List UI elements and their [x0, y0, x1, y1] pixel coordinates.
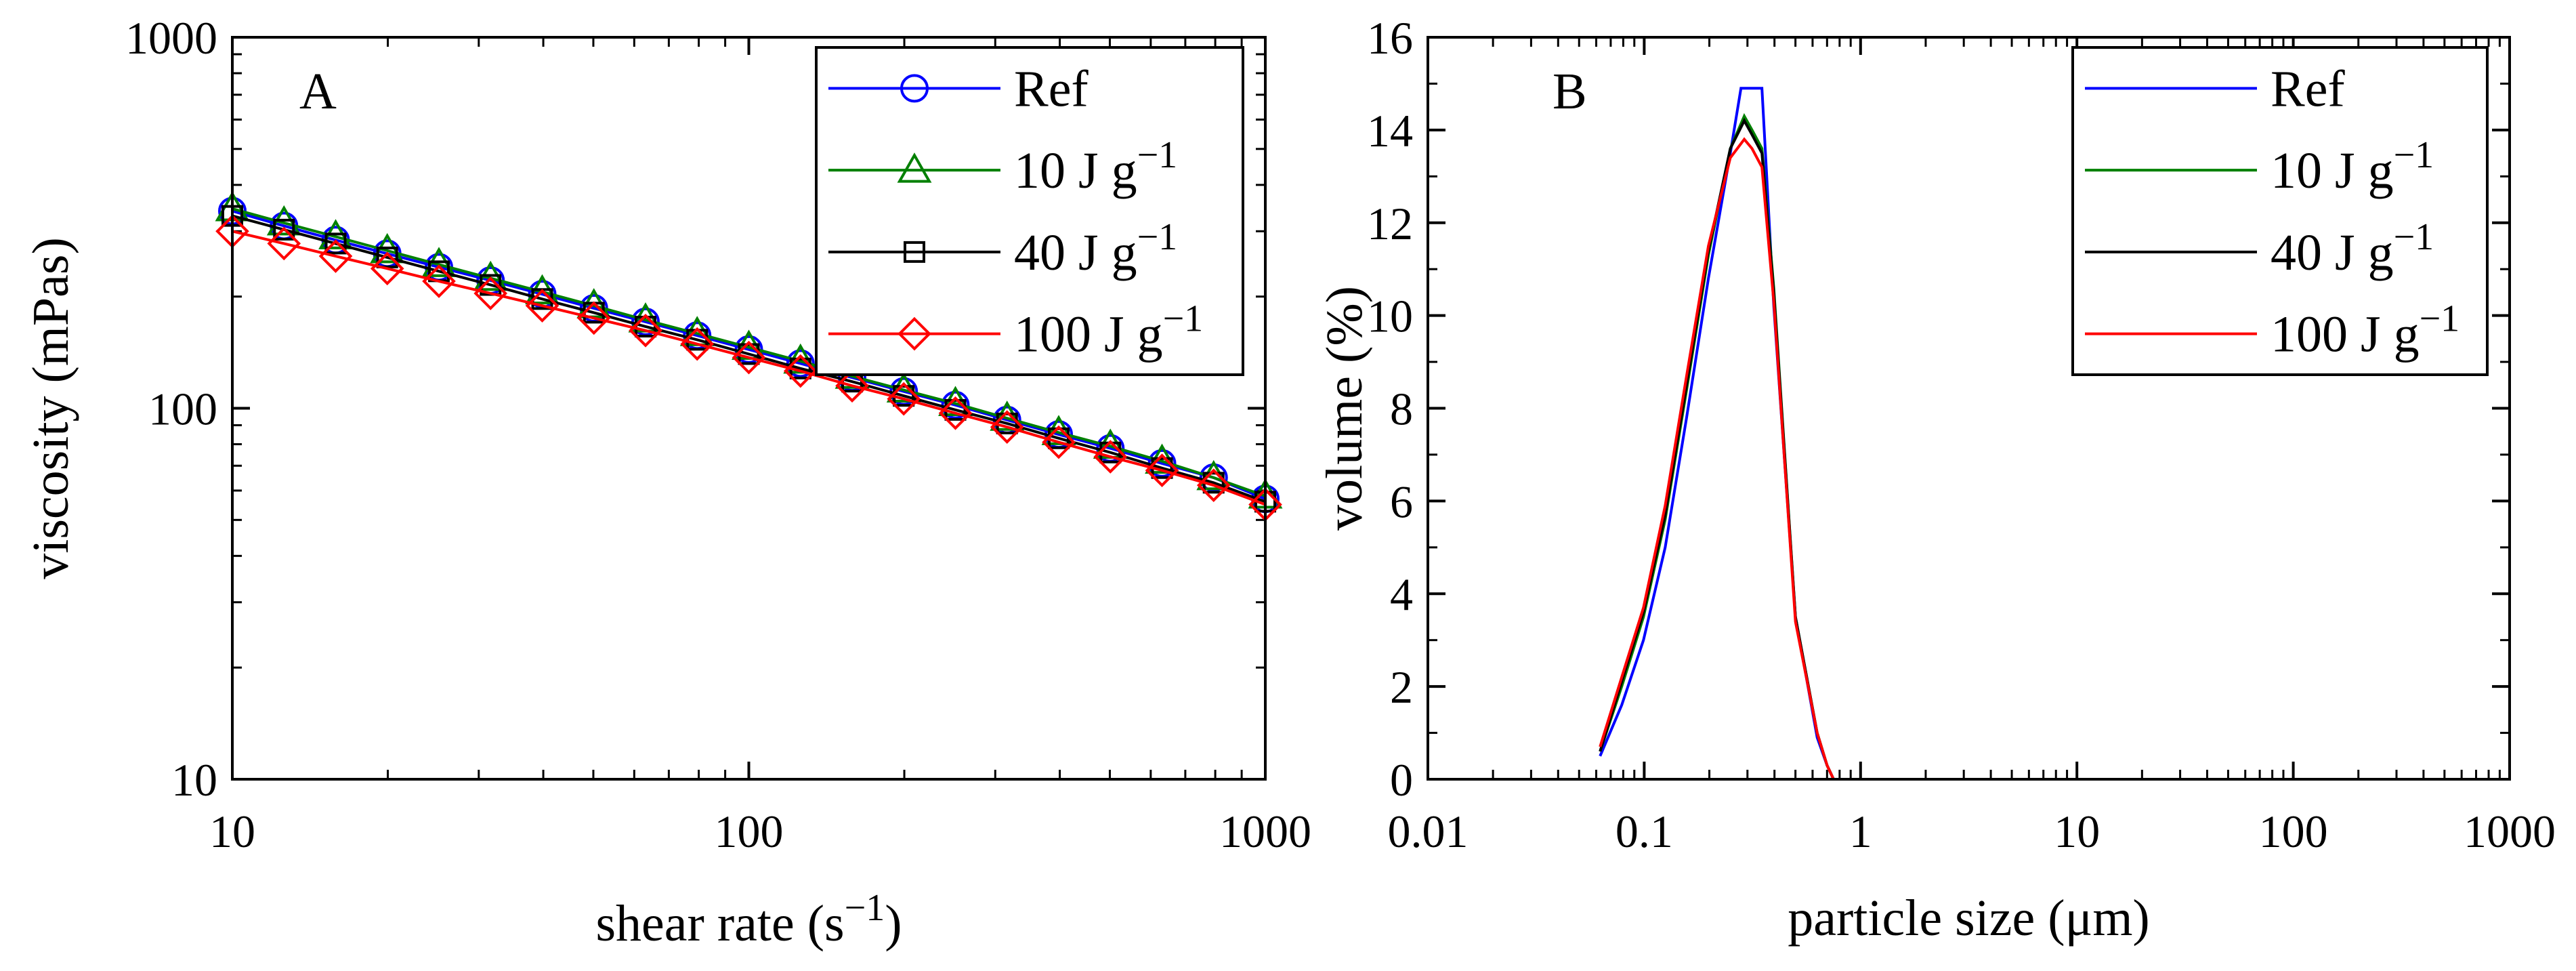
- y-tick-label: 14: [1367, 105, 1413, 157]
- x-tick-label: 0.01: [1388, 806, 1469, 857]
- diamond-marker: [898, 316, 931, 351]
- legend-item: Ref: [2085, 60, 2345, 117]
- triangle-marker: [990, 400, 1025, 431]
- x-tick-label: 1000: [1219, 806, 1311, 857]
- diamond-marker: [1042, 425, 1076, 459]
- diamond-marker: [1196, 468, 1231, 502]
- legend-box: [815, 46, 1244, 376]
- x-tick-label: 1000: [2464, 806, 2556, 857]
- legend-label: 40 J g−1: [1014, 216, 1177, 281]
- diamond-marker: [370, 251, 404, 286]
- x-axis-title: particle size (μm): [1788, 890, 2150, 947]
- square-marker: [904, 241, 925, 263]
- diamond-marker: [629, 313, 662, 348]
- y-tick-label: 6: [1390, 476, 1413, 527]
- legend: Ref 10 J g−1 40 J g−1 100 J g−1: [815, 46, 1244, 376]
- y-tick-label: 8: [1390, 384, 1413, 435]
- legend-item: 40 J g−1: [828, 216, 1177, 281]
- diamond-marker: [1145, 453, 1179, 488]
- legend: Ref 10 J g−1 40 J g−1 100 J g−1: [2071, 46, 2489, 376]
- y-axis-title: viscosity (mPas): [22, 237, 79, 579]
- series-100-j-g: [215, 214, 1282, 522]
- legend-label: 100 J g−1: [1014, 298, 1203, 363]
- x-tick-label: 100: [715, 806, 784, 857]
- superscript: −1: [1163, 298, 1204, 340]
- diamond-marker: [887, 381, 921, 416]
- y-tick-label: 1000: [125, 12, 217, 64]
- panel-b: 0.01 0.1 1 10 100 1000 0 2 4 6 8 10 12 14 16 particle s…: [1316, 12, 2556, 947]
- diamond-marker: [783, 354, 818, 388]
- y-axis-title: volume (%): [1316, 286, 1373, 531]
- square-marker: [376, 246, 398, 268]
- superscript: −1: [845, 887, 885, 929]
- legend-label: 10 J g−1: [1014, 134, 1177, 199]
- diamond-marker: [680, 327, 715, 361]
- series-line: [232, 230, 1266, 506]
- legend-item: Ref: [828, 60, 1089, 117]
- triangle-marker: [897, 152, 932, 183]
- x-tick-label: 0.1: [1616, 806, 1673, 857]
- diamond-marker: [422, 264, 456, 298]
- legend-item: 100 J g−1: [828, 298, 1203, 363]
- x-tick-label: 10: [209, 806, 255, 857]
- superscript: −1: [2394, 134, 2434, 176]
- legend-box: [2071, 46, 2489, 376]
- legend-item: 40 J g−1: [2085, 216, 2434, 281]
- legend-item: 100 J g−1: [2085, 298, 2459, 363]
- series-line: [232, 207, 1266, 497]
- circle-marker: [900, 74, 929, 103]
- superscript: −1: [1137, 134, 1178, 176]
- x-tick-label: 10: [2054, 806, 2100, 857]
- y-tick-label: 16: [1367, 12, 1413, 64]
- square-marker: [273, 218, 295, 241]
- x-axis-title: shear rate (s−1): [595, 887, 902, 952]
- x-tick-label: 1: [1849, 806, 1872, 857]
- diamond-marker: [473, 276, 508, 310]
- triangle-marker: [886, 372, 921, 403]
- legend-label: 40 J g−1: [2271, 216, 2434, 281]
- legend-label: Ref: [2271, 60, 2345, 117]
- panel-label: B: [1553, 63, 1587, 120]
- y-tick-label: 10: [171, 754, 217, 806]
- diamond-marker: [835, 369, 869, 403]
- y-tick-label: 100: [148, 384, 217, 435]
- diamond-marker: [938, 396, 973, 430]
- legend-item: 10 J g−1: [2085, 134, 2434, 199]
- diamond-marker: [267, 226, 301, 261]
- series-line: [232, 214, 1266, 503]
- diamond-marker: [990, 410, 1024, 445]
- diamond-marker: [732, 340, 766, 375]
- diamond-marker: [576, 301, 611, 335]
- superscript: −1: [2420, 298, 2460, 340]
- square-marker: [324, 232, 347, 255]
- y-tick-label: 12: [1367, 198, 1413, 249]
- diamond-marker: [1093, 440, 1128, 474]
- minor-ticks: [232, 37, 1265, 779]
- y-tick-label: 4: [1390, 569, 1413, 620]
- x-tick-label: 100: [2259, 806, 2328, 857]
- legend-label: 100 J g−1: [2271, 298, 2459, 363]
- superscript: −1: [1137, 216, 1178, 258]
- minor-ticks: [1428, 37, 2510, 779]
- panel-a: 10 100 1000 10 100 1000 shear rate (s−1) viscos…: [22, 12, 1311, 952]
- y-tick-label: 2: [1390, 661, 1413, 713]
- triangle-marker: [1041, 415, 1076, 445]
- triangle-marker: [1196, 459, 1231, 491]
- legend-label: 10 J g−1: [2271, 134, 2434, 199]
- y-tick-label: 10: [1367, 291, 1413, 342]
- diamond-marker: [525, 289, 559, 323]
- panel-label: A: [299, 63, 337, 120]
- diamond-marker: [318, 239, 353, 273]
- legend-item: 10 J g−1: [828, 134, 1177, 199]
- legend-label: Ref: [1014, 60, 1089, 117]
- y-tick-label: 0: [1390, 754, 1413, 806]
- series-line: [232, 209, 1266, 501]
- superscript: −1: [2394, 216, 2434, 258]
